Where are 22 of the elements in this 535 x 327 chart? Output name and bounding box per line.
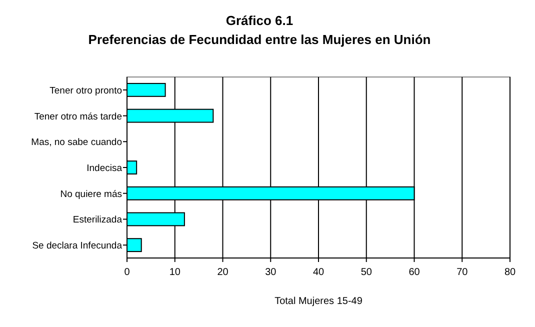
y-tick-label: Mas, no sabe cuando: [31, 137, 122, 148]
y-tick-label: Tener otro más tarde: [34, 111, 122, 122]
bar: [126, 82, 166, 97]
x-tick-label: 80: [504, 267, 516, 278]
y-tick-label: Tener otro pronto: [50, 85, 122, 96]
y-tick-label: Se declara Infecunda: [32, 240, 123, 252]
x-tick-label: 10: [169, 267, 181, 278]
x-axis-title: Total Mujeres 15-49: [274, 296, 363, 307]
x-tick-label: 70: [456, 267, 468, 278]
x-tick-label: 60: [408, 267, 420, 278]
y-tick-label: Esterilizada: [72, 214, 123, 226]
x-tick-label: 20: [217, 267, 229, 278]
chart-subtitle: Preferencias de Fecundidad entre las Mujeres en Unión: [88, 32, 431, 47]
x-tick-label: 40: [312, 267, 324, 278]
x-tick-label: 50: [360, 267, 372, 278]
y-tick-label: No quiere más: [60, 188, 122, 200]
bar: [126, 160, 138, 174]
bar: [126, 238, 142, 252]
y-tick-label: Indecisa: [86, 163, 123, 174]
x-tick-label: 0: [124, 267, 130, 278]
chart-title: Gráfico 6.1: [226, 13, 294, 28]
x-tick-label: 30: [265, 267, 277, 278]
